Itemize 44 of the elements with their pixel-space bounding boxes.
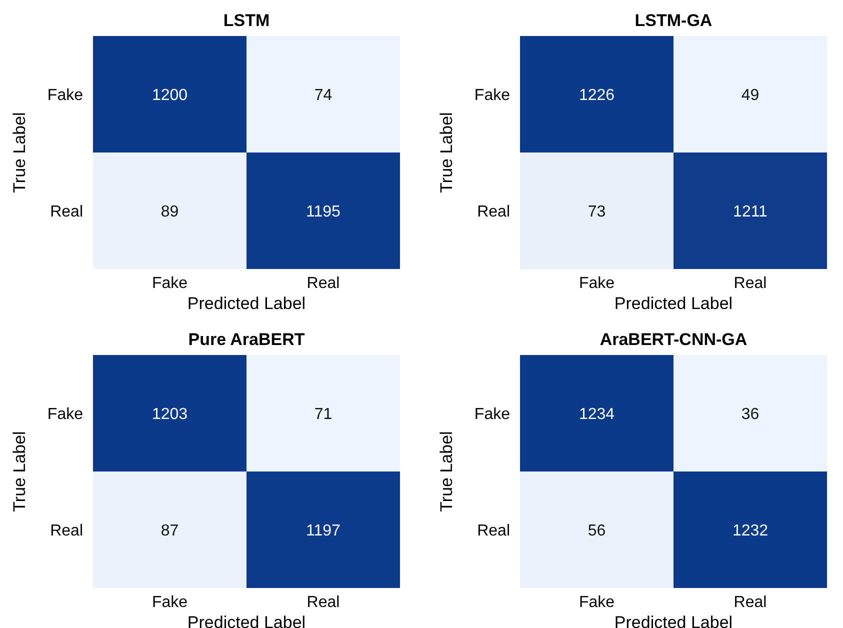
x-axis-title: Predicted Label [187,613,306,628]
chart-title: Pure AraBERT [188,330,306,349]
data-label: 74 [314,86,332,104]
data-label: 1195 [306,203,341,220]
data-label: 87 [160,522,179,540]
x-tick-label: Fake [152,275,188,292]
data-label: 1200 [152,86,188,104]
data-label: 89 [160,203,179,220]
y-tick-label: Real [477,203,510,220]
data-label: 36 [741,406,760,423]
data-label: 49 [741,86,760,104]
y-tick-label: Fake [474,406,510,423]
x-tick-label: Real [306,594,340,611]
y-axis-title: True Label [10,431,29,512]
data-label: 1197 [306,522,341,540]
x-tick-label: Fake [578,275,615,292]
x-tick-label: Real [734,594,767,611]
data-label: 1203 [152,406,188,423]
y-tick-label: Fake [47,406,84,423]
data-label: 73 [588,203,606,220]
chart-title: AraBERT-CNN-GA [600,330,748,349]
y-axis-title: True Label [10,112,29,193]
x-axis-title: Predicted Label [614,294,733,313]
chart-title: LSTM-GA [634,11,712,30]
x-tick-label: Real [734,275,767,292]
y-axis-title: True Label [437,431,456,512]
x-tick-label: Fake [578,594,615,611]
data-label: 56 [588,522,606,540]
x-tick-label: Fake [152,594,188,611]
x-axis-title: Predicted Label [614,613,733,628]
data-label: 1234 [578,406,615,423]
y-tick-label: Real [50,203,83,220]
y-tick-label: Real [477,522,510,540]
y-axis-title: True Label [437,112,456,193]
chart-title: LSTM [223,11,270,30]
data-label: 71 [314,406,332,423]
data-label: 1211 [733,203,768,220]
data-label: 1232 [732,522,768,540]
x-axis-title: Predicted Label [187,294,306,313]
y-tick-label: Real [50,522,83,540]
y-tick-label: Fake [474,86,510,104]
data-label: 1226 [578,86,615,104]
x-tick-label: Real [306,275,340,292]
y-tick-label: Fake [47,86,84,104]
